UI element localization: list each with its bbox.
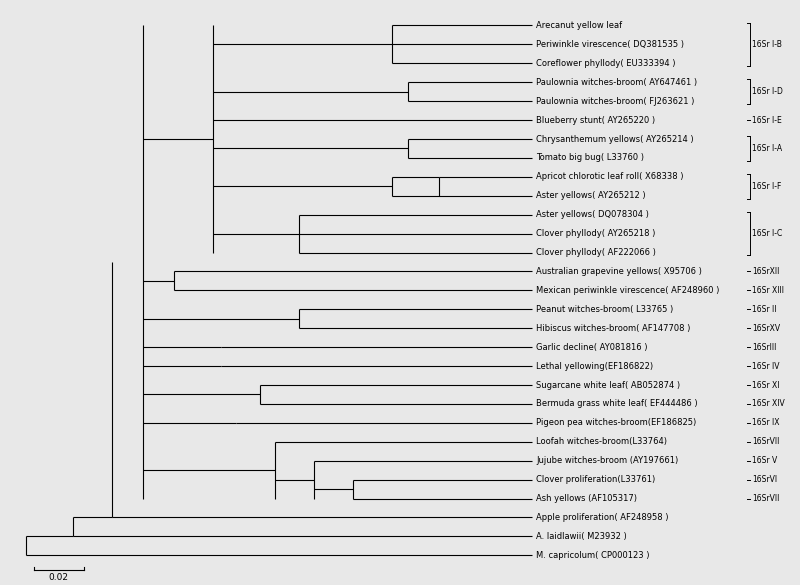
Text: Hibiscus witches-broom( AF147708 ): Hibiscus witches-broom( AF147708 )	[536, 324, 690, 333]
Text: Pigeon pea witches-broom(EF186825): Pigeon pea witches-broom(EF186825)	[536, 418, 697, 428]
Text: 16SrVII: 16SrVII	[752, 494, 779, 503]
Text: Arecanut yellow leaf: Arecanut yellow leaf	[536, 21, 622, 30]
Text: 16Sr XIV: 16Sr XIV	[752, 400, 785, 408]
Text: 16Sr I-D: 16Sr I-D	[752, 87, 783, 96]
Text: Lethal yellowing(EF186822): Lethal yellowing(EF186822)	[536, 362, 654, 371]
Text: 16Sr I-A: 16Sr I-A	[752, 144, 782, 153]
Text: 16Sr XIII: 16Sr XIII	[752, 286, 784, 295]
Text: Clover phyllody( AY265218 ): Clover phyllody( AY265218 )	[536, 229, 656, 238]
Text: M. capricolum( CP000123 ): M. capricolum( CP000123 )	[536, 551, 650, 560]
Text: Clover phyllody( AF222066 ): Clover phyllody( AF222066 )	[536, 248, 656, 257]
Text: Periwinkle virescence( DQ381535 ): Periwinkle virescence( DQ381535 )	[536, 40, 684, 49]
Text: 16Sr IX: 16Sr IX	[752, 418, 779, 428]
Text: 16Sr II: 16Sr II	[752, 305, 777, 314]
Text: 16Sr I-B: 16Sr I-B	[752, 40, 782, 49]
Text: 16Sr I-F: 16Sr I-F	[752, 182, 782, 191]
Text: Paulownia witches-broom( AY647461 ): Paulownia witches-broom( AY647461 )	[536, 78, 698, 87]
Text: 16Sr IV: 16Sr IV	[752, 362, 779, 371]
Text: Apricot chlorotic leaf roll( X68338 ): Apricot chlorotic leaf roll( X68338 )	[536, 173, 684, 181]
Text: Peanut witches-broom( L33765 ): Peanut witches-broom( L33765 )	[536, 305, 674, 314]
Text: 16SrXII: 16SrXII	[752, 267, 779, 276]
Text: 0.02: 0.02	[49, 573, 69, 582]
Text: 16Sr XI: 16Sr XI	[752, 380, 779, 390]
Text: Apple proliferation( AF248958 ): Apple proliferation( AF248958 )	[536, 513, 669, 522]
Text: Sugarcane white leaf( AB052874 ): Sugarcane white leaf( AB052874 )	[536, 380, 681, 390]
Text: Mexican periwinkle virescence( AF248960 ): Mexican periwinkle virescence( AF248960 …	[536, 286, 720, 295]
Text: Ash yellows (AF105317): Ash yellows (AF105317)	[536, 494, 638, 503]
Text: 16Sr I-E: 16Sr I-E	[752, 116, 782, 125]
Text: 16Sr I-C: 16Sr I-C	[752, 229, 782, 238]
Text: Tomato big bug( L33760 ): Tomato big bug( L33760 )	[536, 153, 644, 163]
Text: Chrysanthemum yellows( AY265214 ): Chrysanthemum yellows( AY265214 )	[536, 135, 694, 143]
Text: Coreflower phyllody( EU333394 ): Coreflower phyllody( EU333394 )	[536, 59, 676, 68]
Text: 16SrIII: 16SrIII	[752, 343, 777, 352]
Text: Clover proliferation(L33761): Clover proliferation(L33761)	[536, 475, 655, 484]
Text: 16SrVI: 16SrVI	[752, 475, 777, 484]
Text: Blueberry stunt( AY265220 ): Blueberry stunt( AY265220 )	[536, 116, 655, 125]
Text: Bermuda grass white leaf( EF444486 ): Bermuda grass white leaf( EF444486 )	[536, 400, 698, 408]
Text: Aster yellows( AY265212 ): Aster yellows( AY265212 )	[536, 191, 646, 200]
Text: 16Sr V: 16Sr V	[752, 456, 778, 465]
Text: Garlic decline( AY081816 ): Garlic decline( AY081816 )	[536, 343, 648, 352]
Text: Paulownia witches-broom( FJ263621 ): Paulownia witches-broom( FJ263621 )	[536, 97, 694, 106]
Text: Loofah witches-broom(L33764): Loofah witches-broom(L33764)	[536, 438, 667, 446]
Text: Australian grapevine yellows( X95706 ): Australian grapevine yellows( X95706 )	[536, 267, 702, 276]
Text: 16SrVII: 16SrVII	[752, 438, 779, 446]
Text: 16SrXV: 16SrXV	[752, 324, 780, 333]
Text: Aster yellows( DQ078304 ): Aster yellows( DQ078304 )	[536, 210, 649, 219]
Text: Jujube witches-broom (AY197661): Jujube witches-broom (AY197661)	[536, 456, 678, 465]
Text: A. laidlawii( M23932 ): A. laidlawii( M23932 )	[536, 532, 627, 541]
